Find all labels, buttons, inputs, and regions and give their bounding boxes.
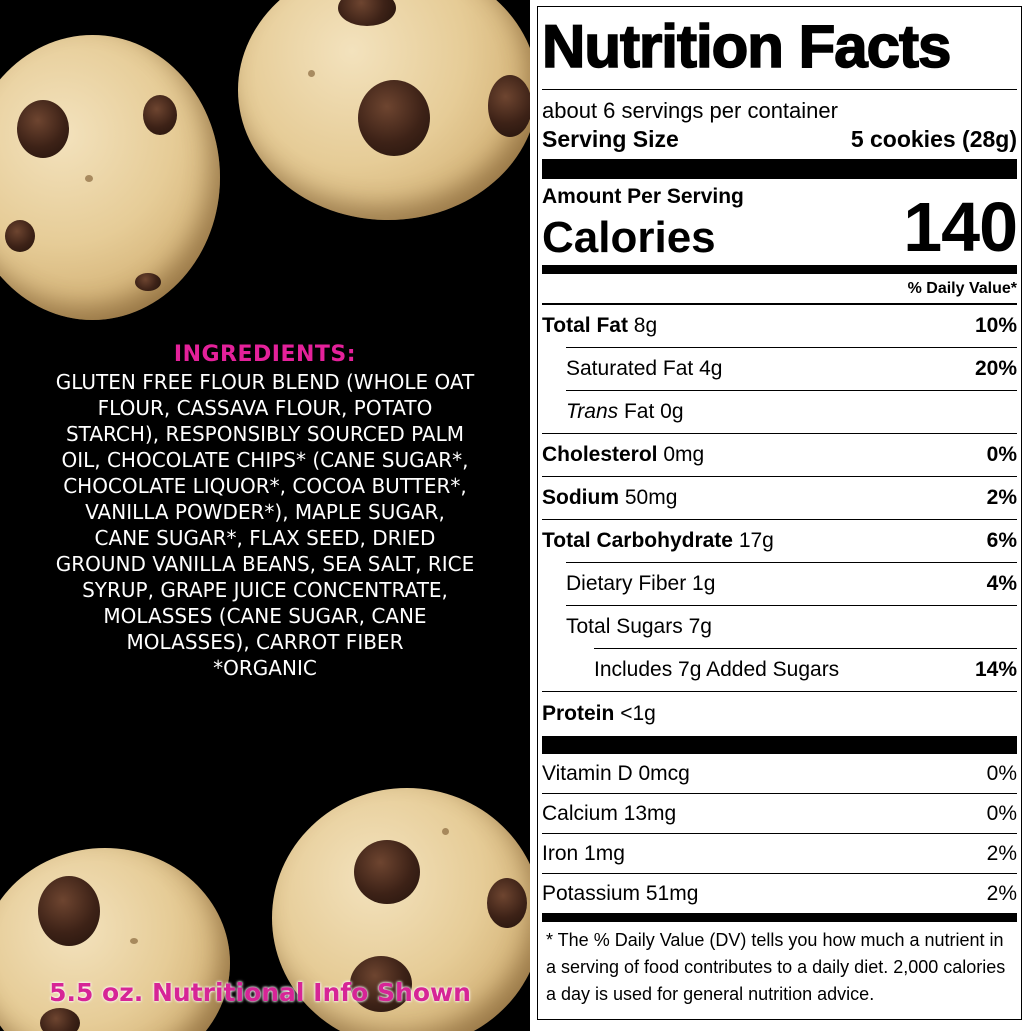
nutrition-panel: Nutrition Facts about 6 servings per con… xyxy=(530,0,1031,1031)
cookie-image xyxy=(0,35,220,320)
daily-value-footnote: * The % Daily Value (DV) tells you how m… xyxy=(546,930,1006,1004)
nutrient-name: Dietary Fiber xyxy=(566,572,687,595)
vitamin-row: Iron 1mg 2% xyxy=(542,833,1017,873)
ingredients-list: GLUTEN FREE FLOUR BLEND (WHOLE OAT FLOUR… xyxy=(55,370,475,654)
amount-per-serving: Amount Per Serving xyxy=(542,185,744,208)
vitamin-name: Calcium 13mg xyxy=(542,802,677,825)
size-note: 5.5 oz. Nutritional Info Shown xyxy=(49,978,471,1007)
nutrient-amount: 1g xyxy=(692,572,716,595)
cookie-crumb xyxy=(308,70,315,77)
nutrient-name: Trans xyxy=(566,400,619,423)
ingredients-block: INGREDIENTS: GLUTEN FREE FLOUR BLEND (WH… xyxy=(55,342,475,681)
chocolate-chip xyxy=(40,1008,80,1031)
chocolate-chip xyxy=(350,956,412,1012)
chocolate-chip xyxy=(358,80,430,156)
calories-value: 140 xyxy=(903,188,1018,266)
divider xyxy=(542,89,1017,90)
calories-label: Calories xyxy=(542,213,716,262)
nutrient-name: Cholesterol xyxy=(542,443,658,466)
nutrient-row-dietary-fiber: Dietary Fiber 1g 4% xyxy=(566,562,1017,605)
nutrient-name-suffix: Fat xyxy=(623,400,655,423)
nutrient-row-total-carbohydrate: Total Carbohydrate 17g 6% xyxy=(542,519,1017,562)
cookie-image xyxy=(238,0,530,220)
vitamin-name: Iron 1mg xyxy=(542,842,625,865)
vitamin-dv: 0% xyxy=(986,762,1017,785)
cookie-crumb xyxy=(442,828,449,835)
chocolate-chip xyxy=(338,0,396,26)
nutrient-amount: 8g xyxy=(633,314,658,337)
vitamin-dv: 0% xyxy=(986,802,1017,825)
chocolate-chip xyxy=(135,273,161,291)
nutrient-amount: 17g xyxy=(738,529,774,552)
chocolate-chip xyxy=(17,100,69,158)
nutrient-row-total-fat: Total Fat 8g 10% xyxy=(542,303,1017,347)
divider-medium xyxy=(542,265,1017,274)
servings-per-container: about 6 servings per container xyxy=(542,98,838,123)
nutrient-row-sodium: Sodium 50mg 2% xyxy=(542,476,1017,519)
nutrient-name: Total Sugars xyxy=(566,615,683,638)
nutrient-dv: 6% xyxy=(986,529,1017,552)
nutrient-dv: 14% xyxy=(974,658,1017,681)
label-title: Nutrition Facts xyxy=(541,12,952,81)
nutrient-dv: 10% xyxy=(974,314,1017,337)
nutrient-dv: 2% xyxy=(986,486,1017,509)
ingredients-title: INGREDIENTS: xyxy=(173,342,357,367)
divider-medium xyxy=(542,913,1017,922)
cookie-crumb xyxy=(85,175,93,182)
nutrient-row-added-sugars: Includes 7g Added Sugars 14% xyxy=(594,648,1017,691)
organic-note: *ORGANIC xyxy=(213,656,317,680)
calories-row: Calories 140 xyxy=(542,188,1018,266)
chocolate-chip xyxy=(487,878,527,928)
nutrient-amount: 4g xyxy=(699,357,723,380)
cookie-image xyxy=(272,788,530,1031)
nutrition-facts-label: Nutrition Facts about 6 servings per con… xyxy=(537,6,1022,1020)
serving-size-value: 5 cookies (28g) xyxy=(850,126,1017,152)
vitamin-row: Potassium 51mg 2% xyxy=(542,873,1017,913)
chocolate-chip xyxy=(143,95,177,135)
serving-size-label: Serving Size xyxy=(542,126,679,152)
nutrient-name: Total Carbohydrate xyxy=(542,529,733,552)
cookie-crumb xyxy=(130,938,138,944)
chocolate-chip xyxy=(354,840,420,904)
daily-value-header: % Daily Value* xyxy=(907,280,1017,297)
nutrient-name: Total Fat xyxy=(542,314,628,337)
vitamin-row: Calcium 13mg 0% xyxy=(542,793,1017,833)
chocolate-chip xyxy=(488,75,530,137)
nutrient-dv: 4% xyxy=(986,572,1017,595)
nutrient-name: Includes 7g Added Sugars xyxy=(594,658,840,681)
nutrient-dv: 20% xyxy=(974,357,1017,380)
nutrient-row-trans-fat: Trans Fat 0g xyxy=(566,390,1017,433)
nutrient-row-protein: Protein <1g xyxy=(542,691,1017,736)
serving-size-row: Serving Size 5 cookies (28g) xyxy=(542,126,1017,153)
vitamin-dv: 2% xyxy=(986,882,1017,905)
nutrient-name: Protein xyxy=(542,702,615,725)
vitamin-row: Vitamin D 0mcg 0% xyxy=(542,754,1017,793)
nutrient-amount: 0g xyxy=(660,400,684,423)
nutrient-name: Sodium xyxy=(542,486,619,509)
nutrient-amount: 0mg xyxy=(663,443,705,466)
divider-thick xyxy=(542,159,1017,179)
nutrient-row-cholesterol: Cholesterol 0mg 0% xyxy=(542,433,1017,476)
nutrient-amount: 50mg xyxy=(624,486,678,509)
chocolate-chip xyxy=(38,876,100,946)
nutrient-row-saturated-fat: Saturated Fat 4g 20% xyxy=(566,347,1017,390)
vitamins-list: Vitamin D 0mcg 0% Calcium 13mg 0% Iron 1… xyxy=(542,754,1017,913)
vitamin-name: Vitamin D 0mcg xyxy=(542,762,690,785)
chocolate-chip xyxy=(5,220,35,252)
vitamin-dv: 2% xyxy=(986,842,1017,865)
nutrient-amount: 7g xyxy=(688,615,712,638)
vitamin-name: Potassium 51mg xyxy=(542,882,699,905)
nutrient-name: Saturated Fat xyxy=(566,357,694,380)
divider-thick xyxy=(542,736,1017,754)
nutrient-row-total-sugars: Total Sugars 7g xyxy=(566,605,1017,648)
nutrient-dv: 0% xyxy=(986,443,1017,466)
nutrient-amount: <1g xyxy=(620,702,656,725)
product-image-panel: INGREDIENTS: GLUTEN FREE FLOUR BLEND (WH… xyxy=(0,0,530,1031)
